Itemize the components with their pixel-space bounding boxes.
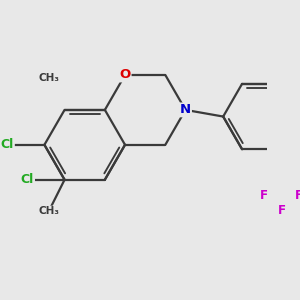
Text: Cl: Cl <box>21 173 34 186</box>
Text: F: F <box>295 189 300 202</box>
Text: N: N <box>180 103 191 116</box>
Text: Cl: Cl <box>1 138 14 151</box>
Text: CH₃: CH₃ <box>38 206 59 216</box>
Text: O: O <box>119 68 130 82</box>
Text: F: F <box>260 189 268 202</box>
Text: F: F <box>278 204 286 217</box>
Text: CH₃: CH₃ <box>38 73 59 83</box>
